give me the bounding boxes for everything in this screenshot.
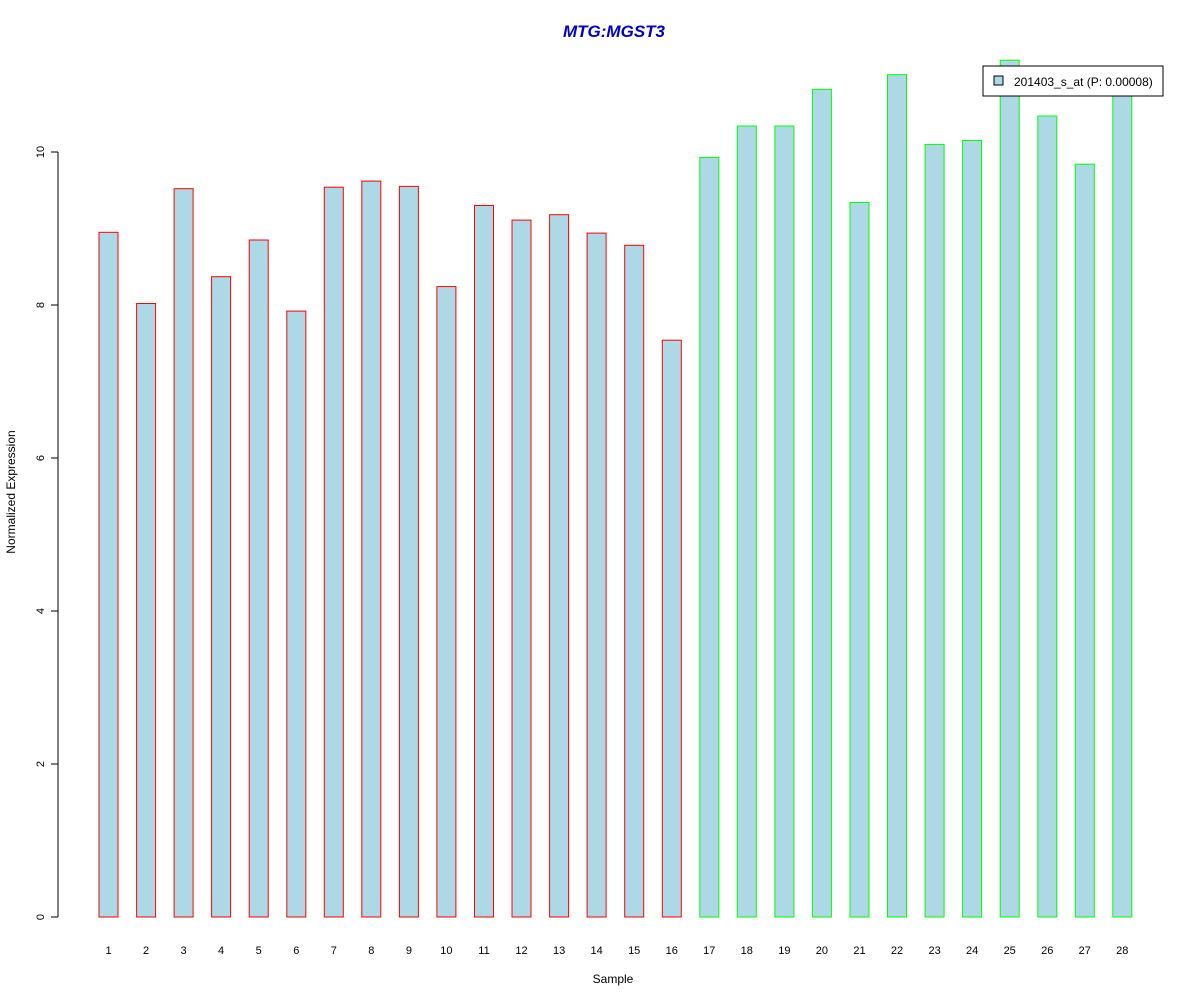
bar-sample-18 [736,125,757,918]
bar-sample-4 [211,276,232,918]
x-tick-label: 7 [331,945,337,957]
legend-swatch [993,75,1004,86]
x-tick-label: 21 [853,945,865,957]
x-tick-label: 23 [928,945,940,957]
x-tick-label: 14 [590,945,602,957]
x-tick-label: 3 [181,945,187,957]
x-tick-label: 27 [1079,945,1091,957]
bar-sample-14 [586,232,607,918]
bar-sample-15 [624,244,645,918]
bar-sample-22 [887,74,907,918]
x-tick-label: 16 [666,945,678,957]
y-tick-label: 6 [35,455,47,461]
y-axis-title: Normalized Expression [4,430,18,553]
bar-sample-9 [398,185,419,918]
x-tick-label: 8 [368,945,374,957]
x-tick-label: 9 [406,945,412,957]
x-tick-label: 20 [816,945,828,957]
bar-sample-20 [811,88,832,918]
legend-box [982,65,1164,97]
x-tick-label: 5 [256,945,262,957]
x-tick-label: 12 [515,945,527,957]
x-tick-label: 28 [1116,945,1128,957]
y-tick-label: 4 [35,608,47,614]
x-tick-label: 17 [703,945,715,957]
bar-sample-25 [999,59,1020,918]
x-tick-label: 22 [891,945,903,957]
x-tick-label: 24 [966,945,978,957]
x-tick-label: 2 [143,945,149,957]
bar-sample-23 [924,143,945,918]
bar-sample-26 [1037,115,1058,918]
bar-sample-1 [98,231,119,918]
chart-title: MTG:MGST3 [563,22,666,41]
x-tick-label: 4 [218,945,224,957]
bar-sample-10 [436,286,457,918]
bar-sample-28 [1112,88,1133,918]
bar-sample-6 [286,310,307,918]
x-tick-labels: 1 2 3 4 5 6 7 8 9 10 11 12 13 14 15 16 17 18 19 20 21 22 23 24 2… [105,945,1128,957]
bar-sample-3 [173,188,194,918]
bar-sample-27 [1074,163,1095,918]
y-tick-label: 2 [35,761,47,767]
x-tick-label: 6 [293,945,299,957]
bar-sample-12 [511,219,532,918]
x-tick-label: 1 [105,945,111,957]
bar-sample-2 [136,303,157,918]
bar-sample-8 [361,180,382,918]
bars-group [98,59,1133,918]
bar-sample-5 [248,239,269,918]
x-tick-label: 15 [628,945,640,957]
y-axis: 0 2 4 6 8 10 [35,146,59,920]
bar-sample-17 [699,156,720,918]
y-tick-label: 0 [35,914,47,920]
bar-sample-19 [774,125,795,918]
legend-label: 201403_s_at (P: 0.00008) [1014,75,1153,89]
bar-sample-21 [849,202,870,918]
x-tick-label: 19 [778,945,790,957]
x-tick-label: 25 [1004,945,1016,957]
y-tick-label: 10 [35,146,47,158]
bar-sample-16 [661,339,682,918]
bar-sample-24 [962,140,983,918]
bar-sample-13 [549,214,570,918]
x-tick-label: 10 [440,945,452,957]
x-axis-title: Sample [593,972,634,986]
x-tick-label: 13 [553,945,565,957]
x-tick-label: 11 [478,945,489,957]
x-tick-label: 26 [1041,945,1053,957]
legend: 201403_s_at (P: 0.00008) [982,65,1164,97]
bar-sample-7 [323,186,344,918]
x-tick-label: 18 [741,945,753,957]
y-tick-label: 8 [35,302,47,308]
bar-sample-11 [474,205,494,918]
